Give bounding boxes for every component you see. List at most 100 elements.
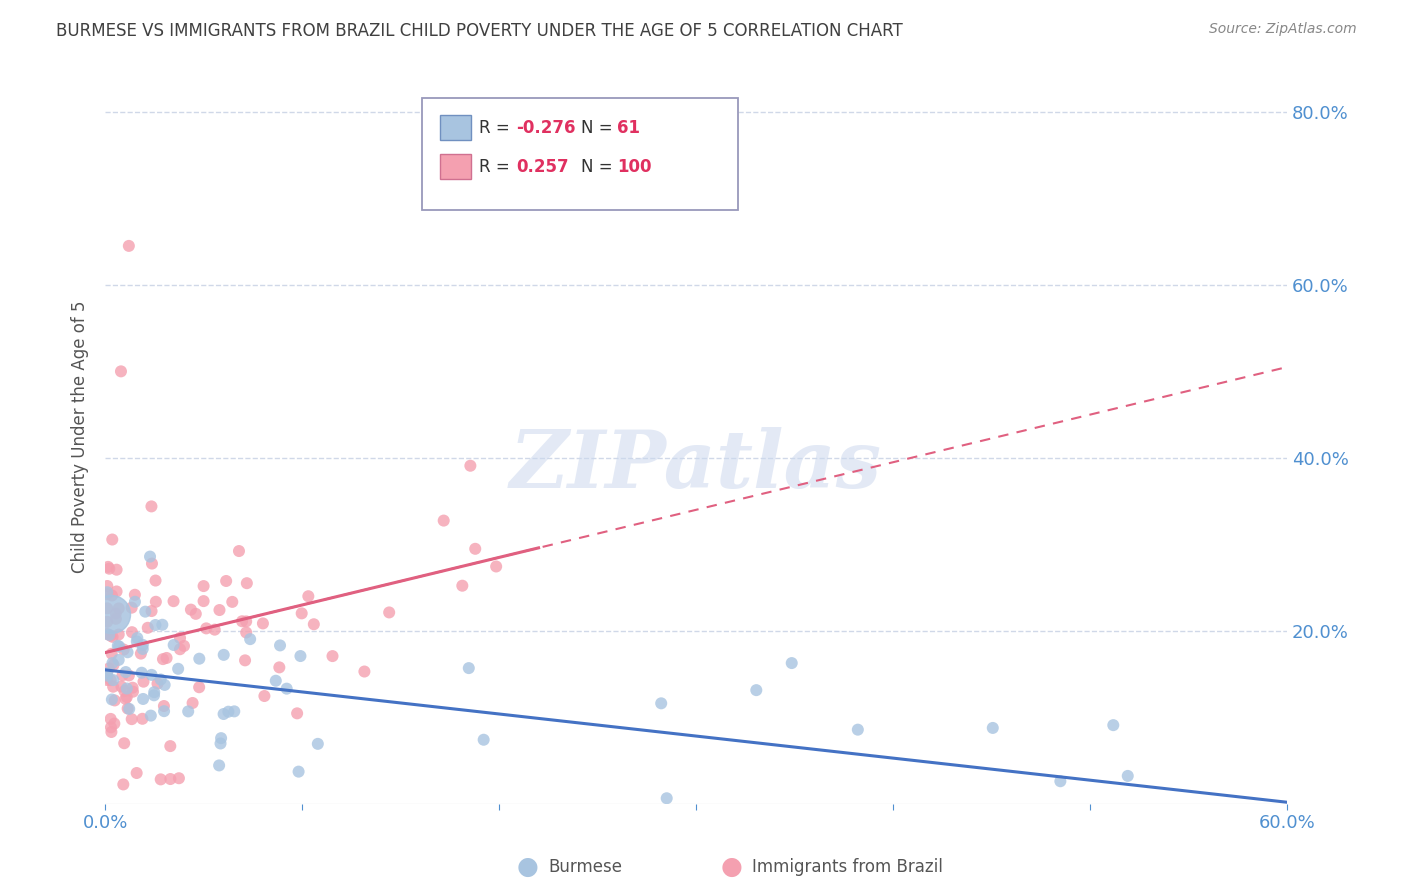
Point [276,681,298,696]
Text: Burmese: Burmese [548,858,623,876]
Text: ●: ● [516,855,538,879]
Point [297,589,319,603]
Point [110,364,132,378]
Point [108,640,131,654]
Point [96,587,118,601]
Point [472,732,495,747]
Point [104,612,127,626]
Point [485,559,508,574]
Point [101,630,124,644]
Point [103,673,125,687]
Text: R =: R = [479,158,516,176]
Point [114,684,136,698]
Point [100,673,122,687]
Point [100,720,122,734]
Point [153,704,176,718]
Point [162,594,184,608]
Point [302,617,325,632]
Point [378,606,401,620]
Point [101,692,124,706]
Text: 0.257: 0.257 [516,158,568,176]
Point [96,585,118,599]
Text: Immigrants from Brazil: Immigrants from Brazil [752,858,943,876]
Point [100,647,122,661]
Point [269,660,291,674]
Text: ZIPatlas: ZIPatlas [510,427,882,504]
Point [287,764,309,779]
Point [121,625,143,640]
Point [464,541,486,556]
Point [1116,769,1139,783]
Point [118,668,141,682]
Point [125,766,148,780]
Point [107,601,129,615]
Point [141,604,163,618]
Point [153,699,176,714]
Point [159,739,181,753]
Point [208,603,231,617]
Point [124,595,146,609]
Point [111,668,134,682]
Point [195,621,218,635]
Point [96,673,118,687]
Point [100,725,122,739]
Point [132,642,155,657]
Point [107,639,129,653]
Point [100,629,122,643]
Point [291,607,314,621]
Point [101,680,124,694]
Text: N =: N = [581,119,617,136]
Point [112,736,135,750]
Point [163,638,186,652]
Point [97,560,120,574]
Point [107,653,129,667]
Point [121,712,143,726]
Point [100,607,122,621]
Point [143,685,166,699]
Point [143,688,166,702]
Point [139,708,162,723]
Point [155,651,177,665]
Point [105,563,128,577]
Point [252,616,274,631]
Point [264,673,287,688]
Point [103,716,125,731]
Point [846,723,869,737]
Text: BURMESE VS IMMIGRANTS FROM BRAZIL CHILD POVERTY UNDER THE AGE OF 5 CORRELATION C: BURMESE VS IMMIGRANTS FROM BRAZIL CHILD … [56,22,903,40]
Point [124,588,146,602]
Point [451,579,474,593]
Point [150,617,173,632]
Point [204,623,226,637]
Point [173,639,195,653]
Point [231,614,253,628]
Point [745,683,768,698]
Point [1049,774,1071,789]
Point [114,665,136,679]
Point [100,712,122,726]
Point [177,705,200,719]
Point [96,601,118,615]
Point [129,647,152,661]
Text: Source: ZipAtlas.com: Source: ZipAtlas.com [1209,22,1357,37]
Text: -0.276: -0.276 [516,119,575,136]
Point [188,651,211,665]
Point [167,662,190,676]
Point [215,574,238,588]
Point [114,691,136,706]
Point [101,589,124,603]
Point [125,634,148,648]
Point [212,706,235,721]
Point [122,684,145,698]
Point [145,618,167,632]
Point [149,772,172,787]
Point [107,627,129,641]
Point [136,621,159,635]
Point [321,649,343,664]
Point [127,631,149,645]
Point [121,681,143,695]
Point [152,652,174,666]
Point [121,600,143,615]
Point [96,579,118,593]
Point [98,628,121,642]
Point [169,631,191,645]
